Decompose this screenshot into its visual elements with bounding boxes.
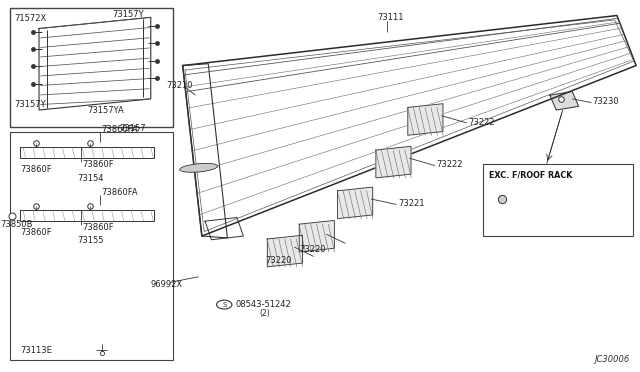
Polygon shape <box>268 235 303 267</box>
Text: 73210: 73210 <box>167 81 193 90</box>
Text: 71572X: 71572X <box>15 14 47 23</box>
Polygon shape <box>376 146 411 178</box>
FancyBboxPatch shape <box>10 8 173 127</box>
Text: 73157: 73157 <box>119 124 145 133</box>
Text: (RR): (RR) <box>541 217 558 226</box>
FancyBboxPatch shape <box>483 164 633 236</box>
Text: 73850B: 73850B <box>1 221 33 230</box>
Text: 73860F: 73860F <box>20 165 51 174</box>
Text: 73157YA: 73157YA <box>87 106 124 115</box>
Polygon shape <box>337 187 372 219</box>
FancyBboxPatch shape <box>10 132 173 360</box>
Text: 73113E: 73113E <box>20 346 52 355</box>
Polygon shape <box>300 221 334 252</box>
Text: (FR&CTR): (FR&CTR) <box>541 200 579 209</box>
Text: 73220: 73220 <box>266 256 292 264</box>
Circle shape <box>216 300 232 309</box>
Text: 73162: 73162 <box>541 192 568 201</box>
Text: 08543-51242: 08543-51242 <box>236 300 291 309</box>
Text: 73860F: 73860F <box>83 223 114 232</box>
Text: 73222: 73222 <box>436 160 463 169</box>
Text: 73230: 73230 <box>593 97 620 106</box>
Text: 73860F: 73860F <box>83 160 114 169</box>
Polygon shape <box>408 104 443 135</box>
Text: EXC. F/ROOF RACK: EXC. F/ROOF RACK <box>489 170 573 179</box>
Text: 73860FA: 73860FA <box>102 188 138 197</box>
Text: 73860F: 73860F <box>20 228 51 237</box>
Text: 73150N: 73150N <box>541 209 575 218</box>
Text: JC30006: JC30006 <box>595 355 630 364</box>
Text: S: S <box>222 302 227 308</box>
Text: 73157Y: 73157Y <box>15 100 46 109</box>
Text: 73155: 73155 <box>77 236 104 245</box>
Text: 73222: 73222 <box>468 118 495 127</box>
Text: 73221: 73221 <box>398 199 424 208</box>
Text: (2): (2) <box>259 310 270 318</box>
Text: 73860FA: 73860FA <box>102 125 138 134</box>
Text: 73111: 73111 <box>378 13 404 22</box>
Text: 73154: 73154 <box>77 174 104 183</box>
Text: 73220: 73220 <box>300 244 326 253</box>
Text: 96992X: 96992X <box>151 280 183 289</box>
Polygon shape <box>550 92 579 110</box>
Ellipse shape <box>180 163 218 172</box>
Text: 73157Y: 73157Y <box>113 10 144 19</box>
